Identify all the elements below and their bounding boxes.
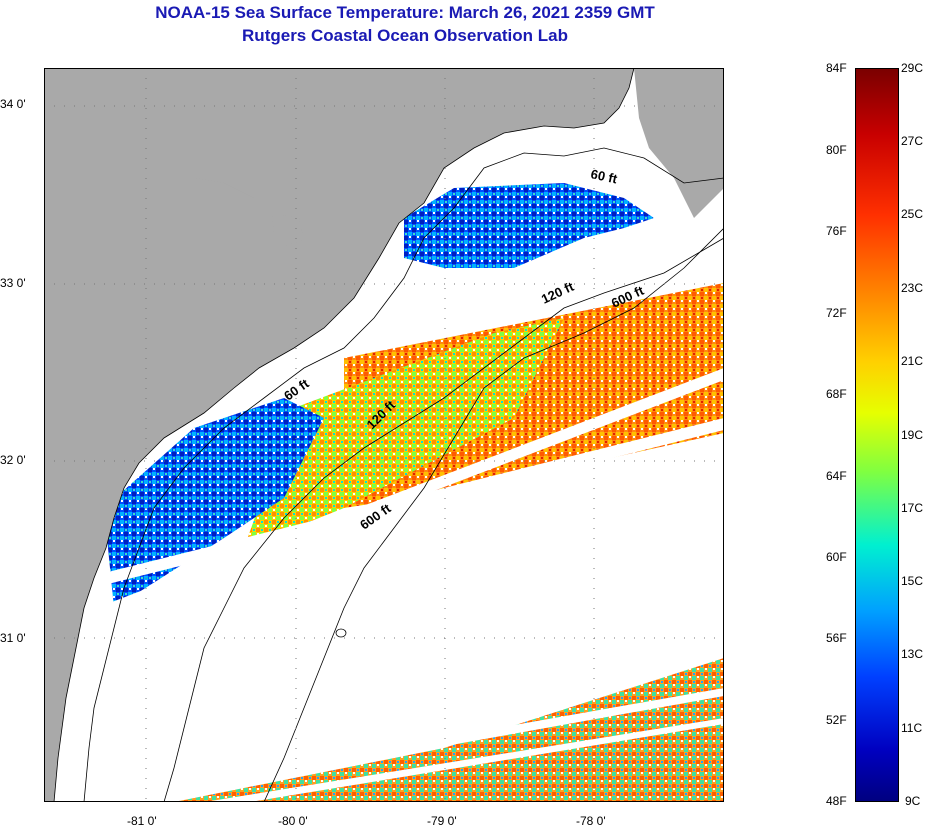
land-inset (194, 178, 264, 218)
seamount-contour (335, 628, 347, 638)
colorbar-c-label: 17C (901, 501, 924, 515)
lon-tick-label: -81 0' (127, 814, 157, 828)
colorbar-c-label: 13C (901, 647, 924, 661)
land (44, 68, 634, 802)
chart-subtitle: Rutgers Coastal Ocean Observation Lab (242, 26, 568, 45)
colorbar-c-label: 25C (901, 207, 924, 221)
colorbar-f-label: 56F (826, 631, 847, 645)
colorbar-c-label: 9C (905, 794, 921, 808)
lon-tick-label: -78 0' (576, 814, 606, 828)
sst-map: 60 ft 120 ft 600 ft 60 ft 120 ft 600 ft (44, 68, 724, 802)
sst-swath-cool (104, 398, 324, 608)
colorbar-c-label: 11C (901, 721, 923, 735)
map-frame (44, 68, 724, 802)
colorbar-f-label: 76F (826, 224, 847, 238)
lon-tick-label: -80 0' (278, 814, 308, 828)
sst-swath-south (174, 658, 724, 802)
colorbar-gradient (855, 68, 899, 802)
colorbar (855, 68, 899, 802)
lat-tick-label: 33 0' (0, 276, 26, 290)
colorbar-c-label: 19C (901, 428, 924, 442)
contour-60ft (83, 147, 724, 802)
contour-600ft (263, 227, 724, 802)
lat-tick-label: 32 0' (0, 453, 26, 467)
colorbar-f-label: 68F (826, 387, 847, 401)
colorbar-f-label: 80F (826, 143, 847, 157)
lat-tick-label: 31 0' (0, 631, 26, 645)
colorbar-c-label: 15C (901, 574, 924, 588)
colorbar-f-label: 72F (826, 306, 847, 320)
chart-title: NOAA-15 Sea Surface Temperature: March 2… (155, 3, 655, 22)
colorbar-f-label: 52F (826, 713, 847, 727)
lon-tick-label: -79 0' (427, 814, 457, 828)
colorbar-c-label: 29C (901, 61, 924, 75)
sst-north-cold-patch (404, 183, 654, 268)
land-inset-2 (272, 213, 304, 246)
colorbar-f-label: 60F (826, 550, 847, 564)
colorbar-f-label: 84F (826, 61, 847, 75)
colorbar-c-label: 27C (901, 134, 924, 148)
colorbar-c-label: 21C (901, 354, 924, 368)
lat-tick-label: 34 0' (0, 97, 26, 111)
coastline (53, 68, 635, 802)
colorbar-f-label: 64F (826, 469, 847, 483)
sst-swath-mid (244, 318, 564, 548)
contour-label: 60 ft (589, 166, 619, 186)
contour-120ft (163, 237, 724, 802)
colorbar-c-label: 23C (901, 281, 924, 295)
colorbar-f-label: 48F (826, 794, 847, 808)
graticule (44, 68, 724, 802)
